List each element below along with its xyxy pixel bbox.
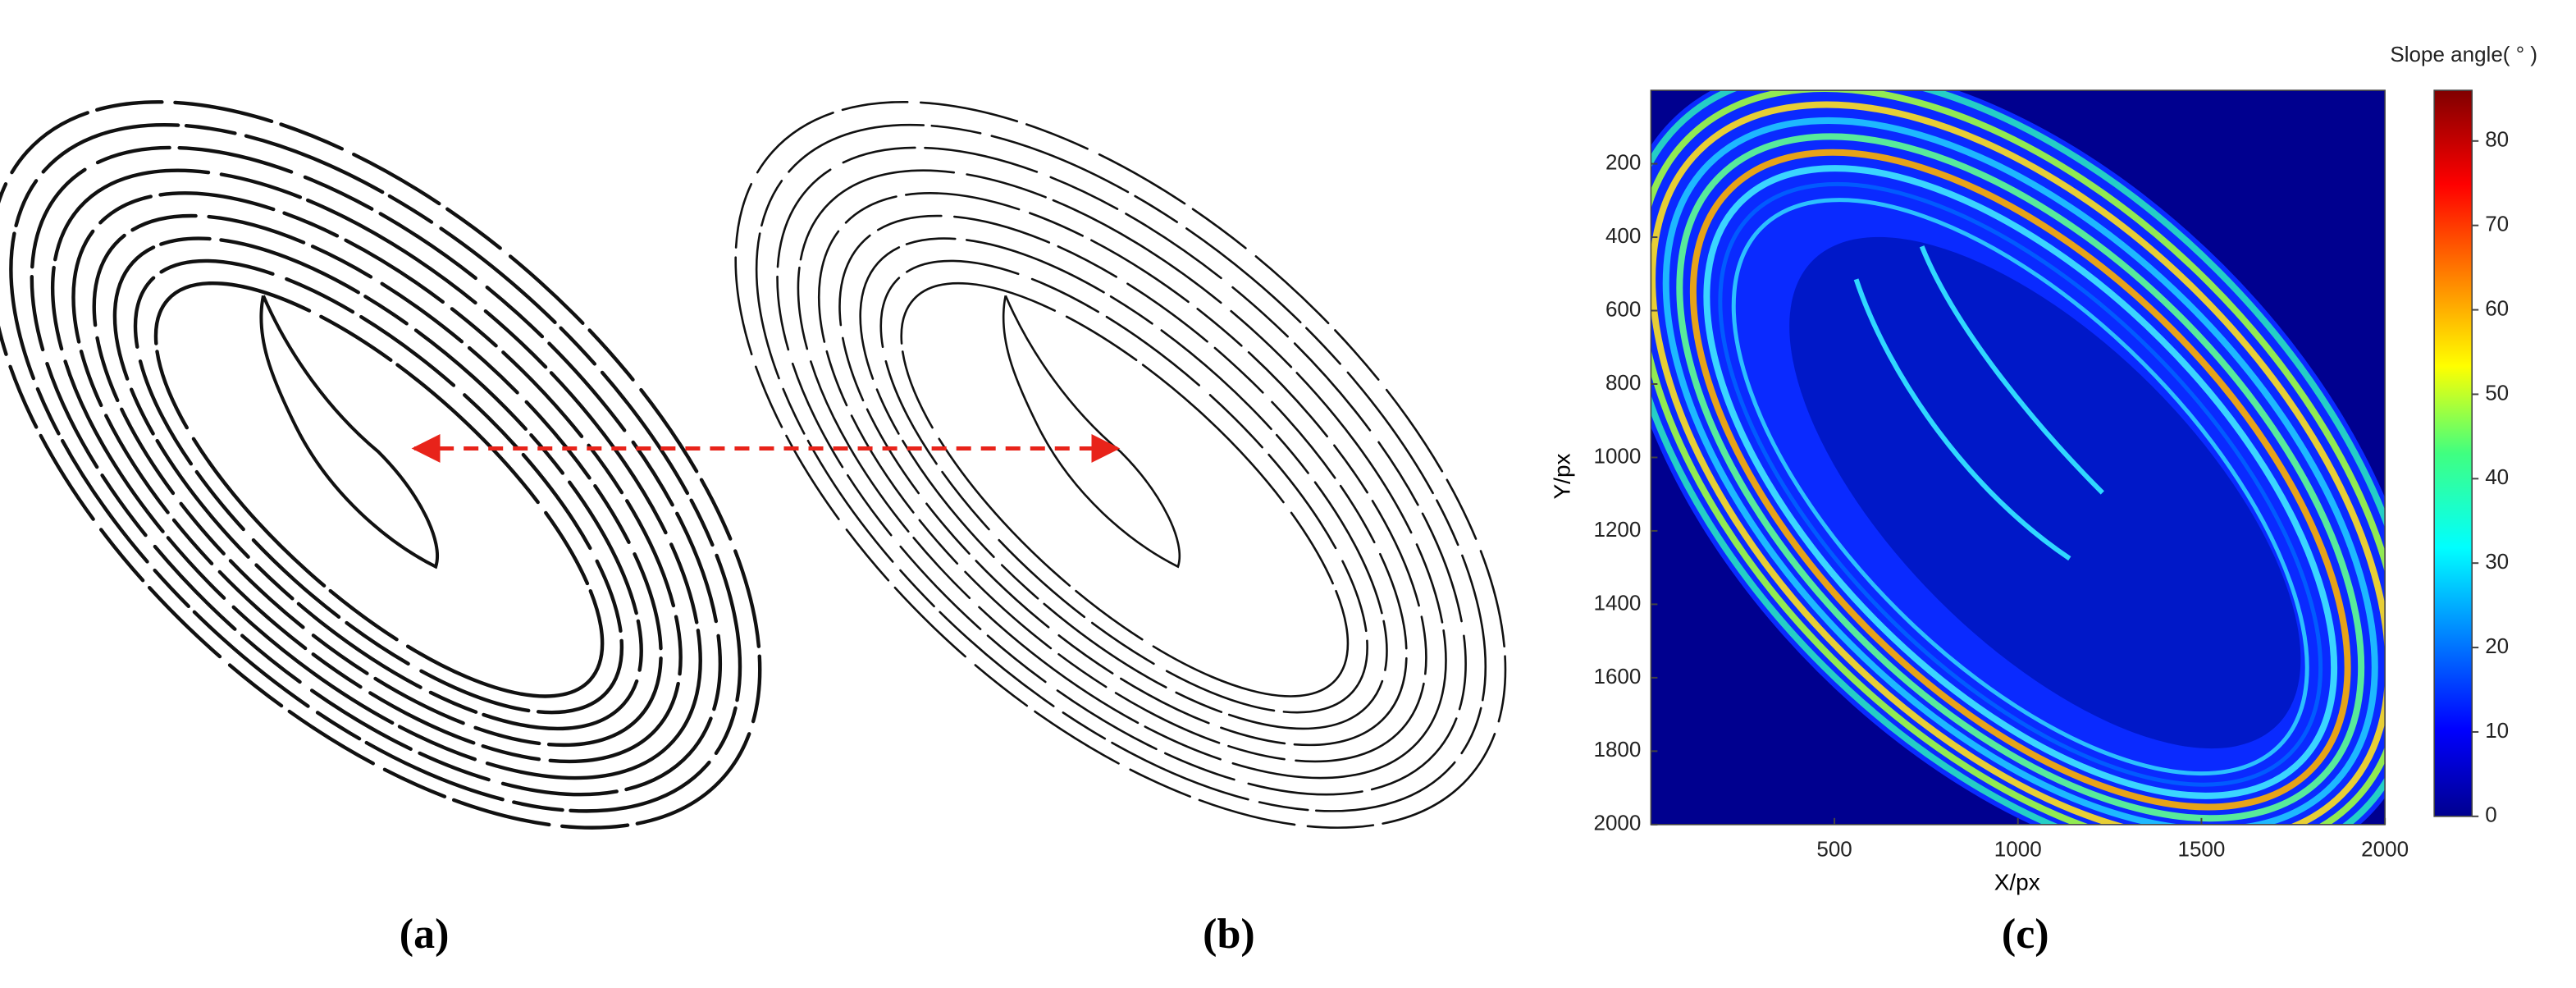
y-tick-label: 600: [1605, 296, 1641, 321]
terrain-ridge: [1853, 278, 2071, 561]
x-axis-label: X/px: [1994, 869, 2040, 894]
contour-line: [879, 259, 1368, 714]
colorbar-tick-label: 70: [2485, 212, 2509, 236]
contour-line: [838, 214, 1408, 747]
contour-line: [259, 295, 440, 569]
x-tick-label: 1000: [1994, 837, 2042, 862]
y-tick-label: 2000: [1593, 811, 1641, 835]
colorbar-tick-label: 0: [2485, 803, 2496, 827]
contour-line: [797, 169, 1447, 780]
colorbar-tick-label: 10: [2485, 718, 2509, 743]
contour-line: [133, 258, 624, 715]
y-tick-label: 1600: [1593, 664, 1641, 688]
contour-line: [900, 281, 1350, 698]
colorbar: [2433, 89, 2473, 817]
contour-line: [30, 145, 723, 797]
y-tick-label: 200: [1605, 149, 1641, 174]
colorbar-tick-label: 30: [2485, 549, 2509, 574]
terrain-band: [1651, 101, 2386, 825]
x-tick-label: 2000: [2361, 837, 2409, 862]
contour-line: [755, 123, 1487, 812]
x-tick-label: 1500: [2177, 837, 2225, 862]
terrain-band: [1689, 149, 2351, 811]
y-tick-label: 800: [1605, 370, 1641, 395]
contour-map-a: [0, 100, 762, 830]
colorbar-tick-label: 80: [2485, 127, 2509, 152]
slope-map: [1651, 90, 2386, 825]
terrain-band: [1703, 165, 2338, 799]
y-axis-label: Y/px: [1550, 453, 1575, 499]
contour-line: [1002, 295, 1181, 569]
terrain-band: [1651, 90, 2386, 825]
y-tick-label: 1800: [1593, 737, 1641, 762]
terrain-ridge: [1919, 245, 2104, 495]
terrain-band: [1718, 181, 2323, 787]
contour-line: [50, 168, 702, 780]
contour-line: [9, 122, 742, 813]
contour-line: [153, 281, 605, 698]
terrain-band: [1662, 117, 2378, 825]
terrain-band: [1651, 90, 2386, 825]
y-tick-label: 1000: [1593, 443, 1641, 468]
colorbar-title: Slope angle( ° ): [2390, 42, 2537, 66]
contour-line: [71, 191, 683, 764]
y-tick-label: 400: [1605, 223, 1641, 248]
contour-line: [112, 236, 643, 731]
contour-map-b: [734, 101, 1507, 829]
contour-line: [92, 213, 663, 748]
contour-line: [859, 237, 1388, 730]
panel-label: (a): [400, 911, 450, 958]
colorbar-tick-label: 20: [2485, 634, 2509, 658]
colorbar-tick-label: 60: [2485, 295, 2509, 320]
contour-line: [734, 101, 1507, 829]
x-tick-label: 500: [1816, 837, 1852, 862]
panel-label: (c): [2002, 911, 2049, 958]
terrain-band: [1731, 198, 2309, 776]
y-tick-label: 1200: [1593, 517, 1641, 542]
contour-line: [0, 100, 762, 830]
colorbar-tick-label: 40: [2485, 464, 2509, 489]
contour-line: [776, 146, 1467, 796]
contour-line: [817, 192, 1427, 763]
colorbar-tick-label: 50: [2485, 380, 2509, 405]
panel-label: (b): [1203, 911, 1255, 958]
y-tick-label: 1400: [1593, 590, 1641, 615]
terrain-core: [1789, 236, 2301, 749]
terrain-band: [1676, 133, 2365, 822]
